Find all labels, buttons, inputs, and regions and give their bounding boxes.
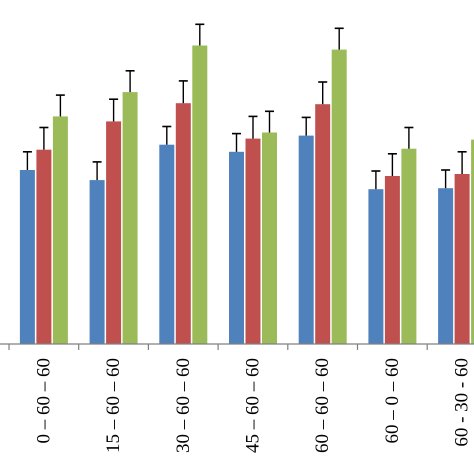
bar [89, 180, 105, 344]
x-tick-label: 45 – 60 – 60 [243, 358, 264, 453]
bar [245, 138, 261, 344]
bar [106, 121, 122, 345]
error-bars-layer [22, 23, 467, 190]
bar [36, 149, 52, 344]
bar [438, 188, 454, 344]
bar [368, 189, 384, 344]
x-tick-label: 15 – 60 – 60 [103, 358, 124, 453]
bar [19, 170, 35, 344]
x-tick-label: 60 – 60 – 60 [312, 358, 333, 453]
bar [315, 104, 331, 344]
bar [384, 176, 400, 344]
x-tick-label: 60 – 0 – 60 [382, 358, 403, 444]
bar [159, 144, 175, 344]
bar [331, 49, 347, 344]
bar [122, 92, 138, 344]
bar [175, 103, 191, 344]
bar [229, 151, 244, 344]
bar [52, 116, 68, 345]
bar [262, 132, 277, 344]
x-tick-labels: 0 – 60 – 60 15 – 60 – 60 30 – 60 – 60 45 – … [33, 358, 472, 453]
bars-layer [19, 45, 474, 345]
x-axis [0, 343, 474, 350]
bar [401, 148, 417, 344]
bar [192, 45, 208, 344]
x-tick-label: 0 – 60 – 60 [33, 358, 54, 444]
x-tick-label: 60 - 30 - 60 [452, 358, 473, 447]
bar [454, 174, 470, 344]
x-tick-label: 30 – 60 – 60 [173, 358, 194, 453]
bar [298, 135, 314, 344]
bar [471, 139, 474, 344]
